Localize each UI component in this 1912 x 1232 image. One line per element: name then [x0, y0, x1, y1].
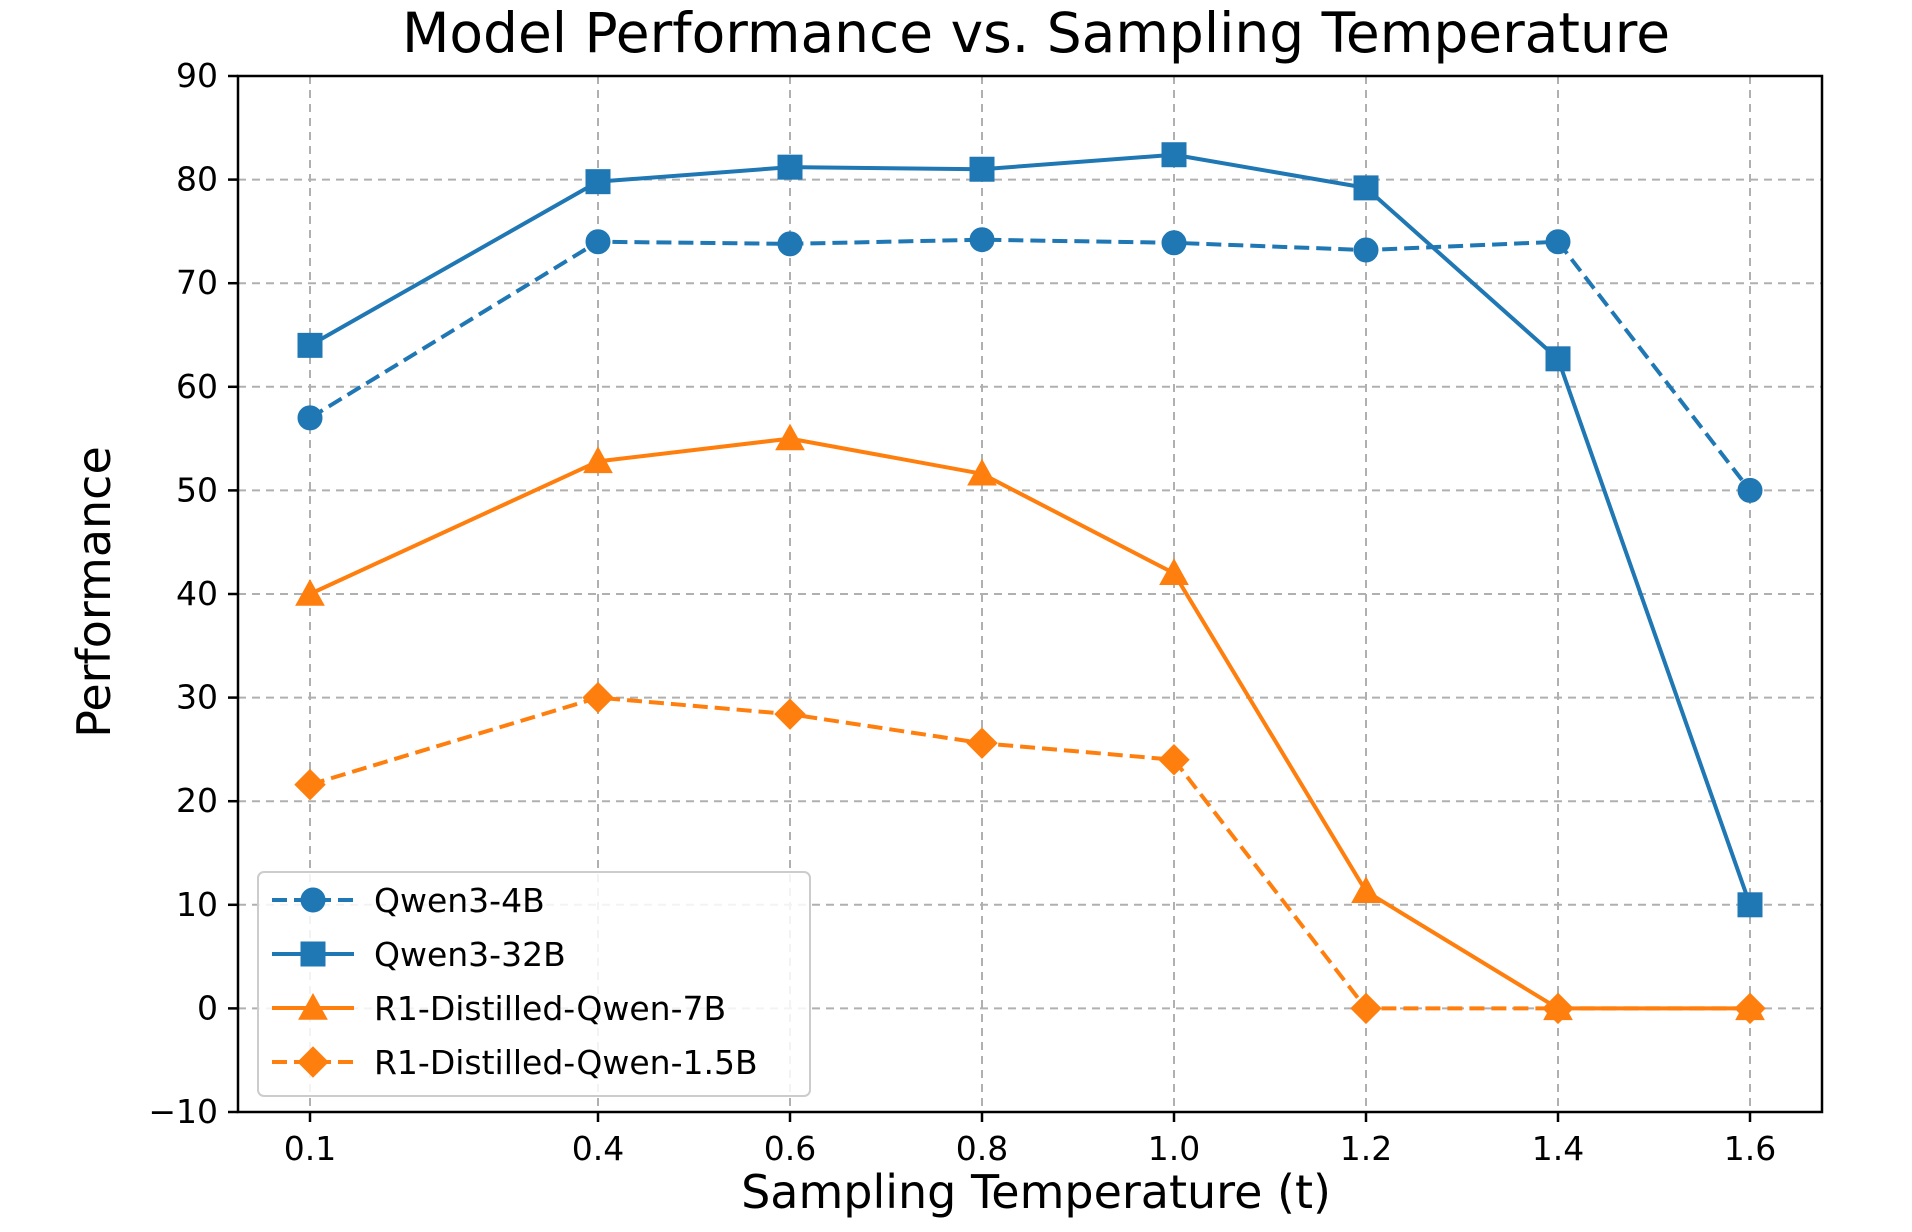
x-tick-label: 1.0	[1148, 1129, 1200, 1168]
chart-title: Model Performance vs. Sampling Temperatu…	[402, 1, 1670, 65]
x-tick-label: 0.8	[956, 1129, 1008, 1168]
data-point-qwen3-32b	[1161, 142, 1187, 168]
x-tick-label: 1.2	[1340, 1129, 1392, 1168]
data-point-qwen3-4b	[777, 231, 803, 257]
series-line-r1-distilled-qwen-1-5b	[309, 695, 1750, 1011]
series-line-qwen3-32b	[309, 152, 1752, 906]
data-point-r1-distilled-qwen-1-5b	[774, 698, 806, 730]
y-tick-label: 20	[176, 781, 218, 820]
series-r1-distilled-qwen-1-5b	[294, 681, 1766, 1025]
series-qwen3-4b	[297, 227, 1763, 503]
data-point-r1-distilled-qwen-7b	[1159, 558, 1189, 585]
x-axis-ticks: 0.1 0.4 0.6 0.8 1.0 1.2 1.4 1.6	[284, 1112, 1776, 1168]
data-point-r1-distilled-qwen-1-5b	[966, 727, 998, 759]
legend-marker	[300, 941, 326, 967]
y-axis-ticks: −10 0 10 20 30 40 50 60 70 80 90	[148, 56, 238, 1131]
legend-marker	[298, 992, 328, 1020]
legend-item-qwen3-32b: Qwen3-32B	[272, 935, 566, 974]
data-point-qwen3-32b	[1545, 346, 1571, 372]
y-axis-title: Performance	[67, 446, 121, 738]
y-tick-label: 50	[176, 470, 218, 509]
legend-marker	[297, 1046, 329, 1078]
y-tick-label: 10	[176, 885, 218, 924]
legend-item-qwen3-4b: Qwen3-4B	[272, 881, 545, 920]
legend-label: Qwen3-32B	[374, 935, 566, 974]
legend-label: R1-Distilled-Qwen-1.5B	[374, 1043, 758, 1082]
data-point-qwen3-32b	[777, 154, 803, 180]
legend-marker	[300, 887, 326, 913]
data-point-r1-distilled-qwen-7b	[295, 578, 325, 606]
y-tick-label: 60	[176, 367, 218, 406]
data-point-r1-distilled-qwen-1-5b	[1734, 992, 1766, 1025]
data-point-qwen3-32b	[585, 169, 611, 195]
legend: Qwen3-4B Qwen3-32B R1-Distilled-Qwen-7B R1-…	[257, 871, 811, 1097]
y-tick-label: −10	[148, 1092, 218, 1131]
legend-item-r1-distilled-qwen-1-5b: R1-Distilled-Qwen-1.5B	[272, 1043, 758, 1082]
legend-label: R1-Distilled-Qwen-7B	[374, 989, 726, 1028]
data-point-qwen3-4b	[297, 405, 323, 431]
x-tick-label: 0.1	[284, 1129, 336, 1168]
data-point-r1-distilled-qwen-7b	[967, 458, 997, 486]
data-point-qwen3-32b	[297, 332, 323, 358]
series-line-qwen3-4b	[308, 237, 1752, 492]
series-layer	[294, 142, 1766, 1025]
data-point-qwen3-32b	[1353, 175, 1379, 201]
data-point-r1-distilled-qwen-7b	[775, 423, 805, 451]
data-point-r1-distilled-qwen-7b	[583, 446, 613, 474]
y-tick-label: 0	[197, 988, 218, 1027]
data-point-qwen3-32b	[969, 156, 995, 182]
data-point-r1-distilled-qwen-1-5b	[1542, 992, 1574, 1025]
y-tick-label: 80	[176, 160, 218, 199]
data-point-qwen3-4b	[1353, 237, 1379, 263]
data-point-qwen3-32b	[1737, 892, 1763, 918]
legend-item-r1-distilled-qwen-7b: R1-Distilled-Qwen-7B	[272, 989, 726, 1028]
data-point-r1-distilled-qwen-7b	[1351, 876, 1381, 904]
y-tick-label: 30	[176, 678, 218, 717]
data-point-qwen3-4b	[969, 227, 995, 253]
data-point-qwen3-4b	[1737, 477, 1763, 503]
x-tick-label: 1.6	[1724, 1129, 1776, 1168]
data-point-r1-distilled-qwen-1-5b	[582, 681, 614, 714]
data-point-r1-distilled-qwen-1-5b	[1350, 992, 1382, 1025]
x-tick-label: 0.6	[764, 1129, 816, 1168]
x-tick-label: 1.4	[1532, 1129, 1584, 1168]
data-point-qwen3-4b	[585, 229, 611, 255]
data-point-qwen3-4b	[1161, 230, 1187, 256]
x-tick-label: 0.4	[572, 1129, 624, 1168]
data-point-r1-distilled-qwen-1-5b	[1158, 744, 1190, 776]
y-tick-label: 70	[176, 263, 218, 302]
series-line-r1-distilled-qwen-7b	[309, 436, 1750, 1011]
y-tick-label: 90	[176, 56, 218, 95]
x-axis-title: Sampling Temperature (t)	[741, 1165, 1331, 1219]
data-point-r1-distilled-qwen-1-5b	[294, 768, 326, 801]
legend-label: Qwen3-4B	[374, 881, 545, 920]
y-tick-label: 40	[176, 574, 218, 613]
series-qwen3-32b	[297, 142, 1763, 918]
legend-box	[257, 871, 811, 1097]
data-point-qwen3-4b	[1545, 229, 1571, 255]
